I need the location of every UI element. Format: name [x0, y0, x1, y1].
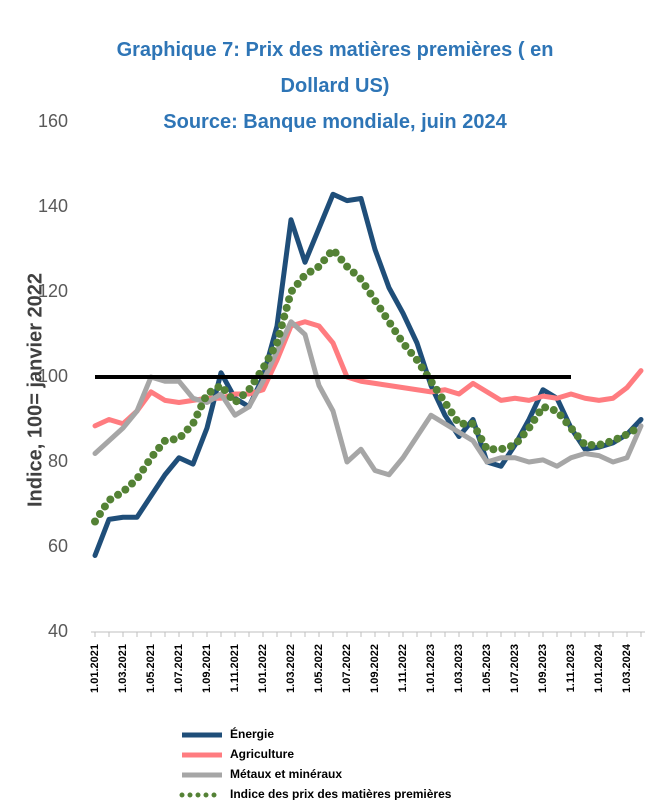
- x-tick-label: 1.09.2022: [369, 644, 381, 693]
- series-line: [92, 319, 644, 429]
- series-line: [92, 191, 644, 558]
- legend-label: Indice des prix des matières premières: [230, 787, 452, 800]
- x-tick-label: 1.03.2023: [453, 644, 465, 693]
- series-line: [92, 319, 644, 478]
- y-tick-label: 40: [48, 621, 68, 641]
- y-tick-label: 160: [38, 111, 68, 131]
- x-tick-label: 1.03.2022: [285, 644, 297, 693]
- y-tick-label: 140: [38, 196, 68, 216]
- x-tick-label: 1.03.2024: [621, 643, 633, 693]
- chart-title: Graphique 7: Prix des matières premières…: [116, 39, 554, 97]
- x-tick-label: 1.11.2022: [397, 644, 409, 692]
- x-tick-label: 1.07.2022: [341, 644, 353, 693]
- y-axis-label: Indice, 100= janvier 2022: [24, 273, 46, 507]
- x-tick-label: 1.11.2023: [565, 644, 577, 692]
- x-tick-label: 1.01.2024: [593, 643, 605, 693]
- x-tick-label: 1.05.2021: [145, 644, 157, 693]
- series-line: [91, 245, 645, 526]
- title-block: Graphique 7: Prix des matières premières…: [85, 32, 585, 140]
- chart-subtitle: Source: Banque mondiale, juin 2024: [163, 111, 507, 133]
- legend-label: Métaux et minéraux: [230, 767, 342, 781]
- x-tick-label: 1.03.2021: [117, 644, 129, 693]
- x-tick-label: 1.09.2021: [201, 644, 213, 693]
- y-tick-label: 60: [48, 536, 68, 556]
- x-tick-label: 1.01.2022: [257, 644, 269, 693]
- legend-label: Énergie: [230, 726, 274, 741]
- y-tick-label: 100: [38, 366, 68, 386]
- x-tick-label: 1.05.2023: [481, 644, 493, 693]
- y-tick-label: 120: [38, 281, 68, 301]
- x-tick-label: 1.09.2023: [537, 644, 549, 693]
- x-tick-label: 1.01.2021: [89, 644, 101, 693]
- y-tick-label: 80: [48, 451, 68, 471]
- legend-label: Agriculture: [230, 747, 294, 761]
- x-tick-label: 1.07.2021: [173, 644, 185, 693]
- x-tick-label: 1.11.2021: [229, 644, 241, 692]
- x-tick-label: 1.01.2023: [425, 644, 437, 693]
- x-tick-label: 1.05.2022: [313, 644, 325, 693]
- x-tick-label: 1.07.2023: [509, 644, 521, 693]
